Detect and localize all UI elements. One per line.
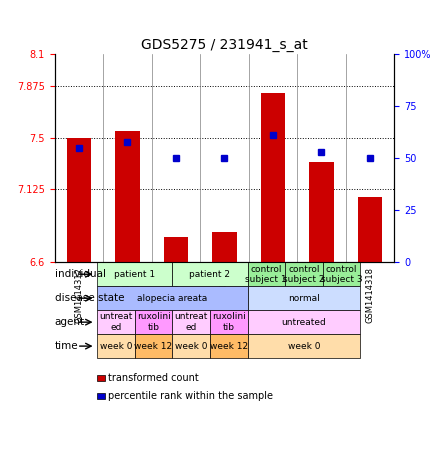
Text: week 12: week 12 [134, 342, 173, 351]
Text: disease state: disease state [55, 293, 124, 303]
FancyBboxPatch shape [172, 262, 247, 286]
Text: individual: individual [55, 269, 106, 279]
FancyBboxPatch shape [97, 334, 135, 358]
Text: control
subject 3: control subject 3 [321, 265, 362, 284]
Text: agent: agent [55, 317, 85, 327]
Bar [309, 163, 334, 262]
Text: alopecia areata: alopecia areata [137, 294, 208, 303]
Text: control
subject 2: control subject 2 [283, 265, 325, 284]
Text: untreated: untreated [282, 318, 326, 327]
Bar [164, 237, 188, 262]
Text: week 0: week 0 [175, 342, 207, 351]
Text: ruxolini
tib: ruxolini tib [137, 313, 170, 332]
Text: percentile rank within the sample: percentile rank within the sample [108, 391, 273, 401]
FancyBboxPatch shape [135, 334, 172, 358]
FancyBboxPatch shape [247, 334, 360, 358]
FancyBboxPatch shape [247, 262, 285, 286]
Text: transformed count: transformed count [108, 373, 199, 383]
FancyBboxPatch shape [97, 310, 135, 334]
FancyBboxPatch shape [172, 334, 210, 358]
FancyBboxPatch shape [247, 310, 360, 334]
Text: time: time [55, 341, 78, 351]
Text: week 0: week 0 [288, 342, 320, 351]
Bar [97, 375, 105, 381]
Bar [67, 138, 91, 262]
Bar [115, 130, 140, 262]
Text: untreat
ed: untreat ed [99, 313, 133, 332]
Title: GDS5275 / 231941_s_at: GDS5275 / 231941_s_at [141, 38, 308, 52]
FancyBboxPatch shape [97, 286, 247, 310]
FancyBboxPatch shape [210, 334, 247, 358]
Text: week 12: week 12 [210, 342, 248, 351]
Text: patient 2: patient 2 [189, 270, 230, 279]
FancyBboxPatch shape [135, 310, 172, 334]
Text: control
subject 1: control subject 1 [245, 265, 287, 284]
FancyBboxPatch shape [247, 286, 360, 310]
Bar [212, 232, 237, 262]
Text: normal: normal [288, 294, 320, 303]
FancyBboxPatch shape [97, 262, 172, 286]
Bar [97, 393, 105, 399]
Bar [261, 93, 285, 262]
FancyBboxPatch shape [323, 262, 360, 286]
Text: ruxolini
tib: ruxolini tib [212, 313, 246, 332]
Bar [358, 197, 382, 262]
Text: patient 1: patient 1 [114, 270, 155, 279]
FancyBboxPatch shape [285, 262, 323, 286]
Text: week 0: week 0 [100, 342, 132, 351]
FancyBboxPatch shape [172, 310, 210, 334]
Text: untreat
ed: untreat ed [174, 313, 208, 332]
FancyBboxPatch shape [210, 310, 247, 334]
